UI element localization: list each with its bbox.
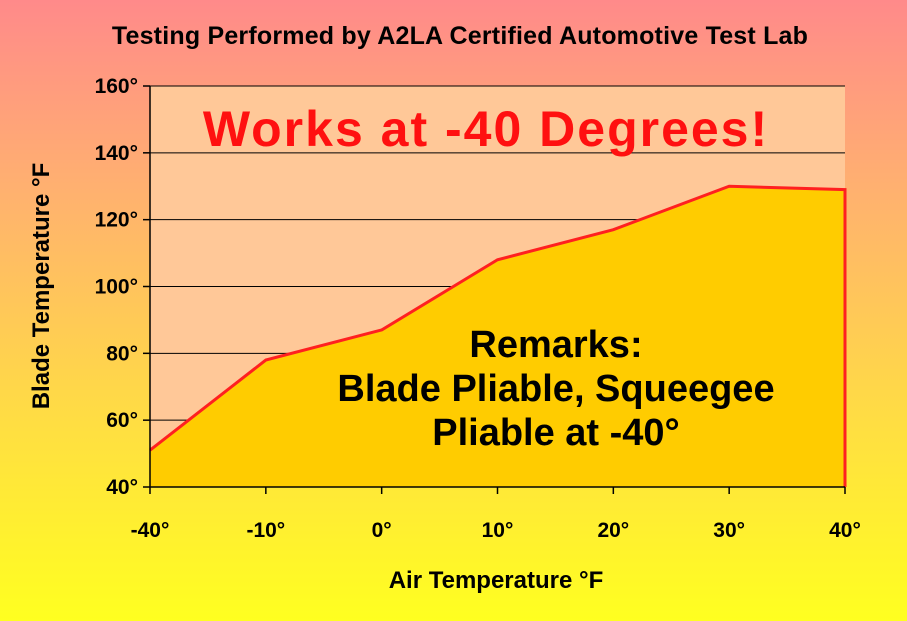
remarks-line-1: Blade Pliable, Squeegee bbox=[337, 368, 774, 410]
y-tick-label: 60° bbox=[106, 409, 138, 432]
y-tick-label: 140° bbox=[95, 142, 138, 165]
y-tick-labels: 40° 60° 80° 100° 120° 140° 160° bbox=[95, 75, 138, 499]
y-axis-label: Blade Temperature °F bbox=[28, 163, 55, 410]
y-tick-label: 160° bbox=[95, 75, 138, 98]
series-line bbox=[149, 184, 847, 487]
y-tick-label: 40° bbox=[106, 476, 138, 499]
x-tick-label: 20° bbox=[597, 519, 629, 542]
axes bbox=[143, 85, 846, 494]
x-axis-label: Air Temperature °F bbox=[389, 567, 604, 594]
x-tick-label: -40° bbox=[131, 519, 170, 542]
y-tick-label: 80° bbox=[106, 342, 138, 365]
y-tick-label: 100° bbox=[95, 276, 138, 299]
x-tick-label: 30° bbox=[713, 519, 745, 542]
x-tick-label: -10° bbox=[246, 519, 285, 542]
x-tick-labels: -40° -10° 0° 10° 20° 30° 40° bbox=[131, 519, 861, 542]
remarks-heading: Remarks: bbox=[469, 324, 642, 366]
headline-annotation: Works at -40 Degrees! bbox=[203, 101, 769, 157]
series-area bbox=[150, 186, 845, 487]
x-tick-label: 0° bbox=[372, 519, 392, 542]
chart-title: Testing Performed by A2LA Certified Auto… bbox=[111, 22, 809, 50]
remarks-line-2: Pliable at -40° bbox=[432, 412, 680, 454]
x-tick-label: 40° bbox=[829, 519, 861, 542]
x-tick-label: 10° bbox=[482, 519, 514, 542]
y-tick-label: 120° bbox=[95, 209, 138, 232]
